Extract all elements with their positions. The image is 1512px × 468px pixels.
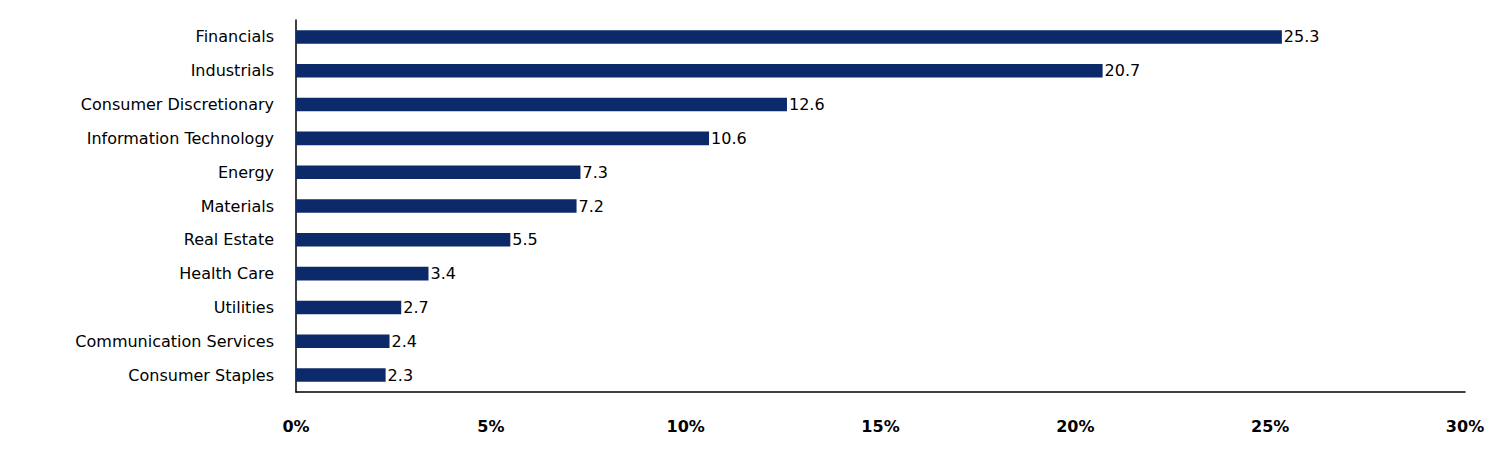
svg-text:25%: 25% — [1251, 417, 1289, 436]
svg-text:2.7: 2.7 — [403, 298, 428, 317]
svg-text:10%: 10% — [667, 417, 705, 436]
svg-text:Industrials: Industrials — [191, 61, 274, 80]
svg-text:Information Technology: Information Technology — [87, 129, 274, 148]
svg-text:30%: 30% — [1446, 417, 1484, 436]
svg-text:Energy: Energy — [218, 163, 274, 182]
svg-text:12.6: 12.6 — [789, 95, 825, 114]
svg-text:Real Estate: Real Estate — [184, 230, 274, 249]
svg-text:7.2: 7.2 — [579, 197, 604, 216]
svg-text:15%: 15% — [861, 417, 899, 436]
svg-text:Materials: Materials — [201, 197, 274, 216]
svg-text:2.3: 2.3 — [388, 366, 413, 385]
svg-text:3.4: 3.4 — [430, 264, 455, 283]
svg-text:Communication Services: Communication Services — [75, 332, 274, 351]
svg-text:10.6: 10.6 — [711, 129, 747, 148]
svg-text:0%: 0% — [282, 417, 309, 436]
svg-text:7.3: 7.3 — [582, 163, 607, 182]
svg-text:Utilities: Utilities — [214, 298, 274, 317]
svg-text:2.4: 2.4 — [392, 332, 417, 351]
svg-text:25.3: 25.3 — [1284, 27, 1320, 46]
svg-text:Consumer Staples: Consumer Staples — [128, 366, 274, 385]
svg-text:20.7: 20.7 — [1105, 61, 1141, 80]
svg-text:Consumer Discretionary: Consumer Discretionary — [81, 95, 274, 114]
svg-text:Health Care: Health Care — [179, 264, 274, 283]
svg-text:Financials: Financials — [196, 27, 274, 46]
svg-text:5.5: 5.5 — [512, 230, 537, 249]
svg-text:20%: 20% — [1056, 417, 1094, 436]
svg-text:5%: 5% — [477, 417, 504, 436]
